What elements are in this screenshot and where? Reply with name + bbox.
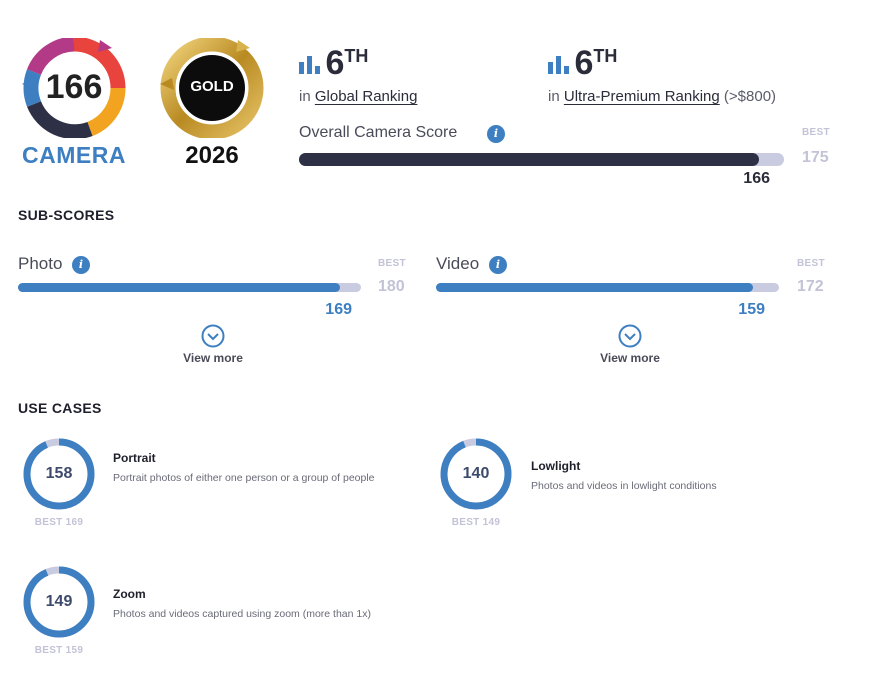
segment-ranking-link[interactable]: Ultra-Premium Ranking: [563, 88, 720, 105]
portrait-title: Portrait: [113, 451, 156, 465]
video-info-icon[interactable]: i: [489, 256, 507, 274]
overall-info-icon[interactable]: i: [487, 125, 505, 143]
video-best-value: 172: [797, 278, 824, 295]
photo-score-value: 169: [325, 301, 352, 318]
global-rank-prefix: in: [299, 88, 311, 105]
portrait-description: Portrait photos of either one person or …: [113, 472, 375, 484]
portrait-score-ring: 158: [22, 437, 96, 511]
camera-score-badge: 166 CAMERA: [18, 38, 130, 170]
segment-ranking: 6TH: [548, 44, 617, 83]
segment-rank-suffix: TH: [593, 46, 618, 66]
photo-score-bar: [18, 283, 361, 292]
portrait-score-value: 158: [45, 465, 73, 482]
global-ranking: 6TH: [299, 44, 368, 83]
camera-badge-ring-icon: [22, 38, 126, 138]
global-ranking-text: in Global Ranking: [299, 88, 417, 105]
photo-info-icon[interactable]: i: [72, 256, 90, 274]
camera-label: CAMERA: [22, 142, 126, 168]
zoom-score-value: 149: [45, 593, 73, 610]
lowlight-score-value: 140: [462, 465, 490, 482]
zoom-description: Photos and videos captured using zoom (m…: [113, 608, 371, 620]
use-cases-title: USE CASES: [18, 400, 102, 416]
global-rank-number: 6: [325, 44, 345, 82]
video-view-more-label: View more: [600, 351, 660, 365]
gold-label: GOLD: [190, 78, 234, 95]
segment-price-note: (>$800): [723, 88, 777, 105]
video-score-value: 159: [738, 301, 765, 318]
overall-score-value: 166: [743, 170, 770, 187]
segment-rank-number: 6: [574, 44, 594, 82]
global-ranking-link[interactable]: Global Ranking: [314, 88, 418, 105]
global-rank-suffix: TH: [344, 46, 369, 66]
video-score-bar: [436, 283, 779, 292]
video-view-more-button[interactable]: View more: [568, 324, 692, 365]
segment-ranking-text: in Ultra-Premium Ranking (>$800): [548, 88, 776, 105]
photo-view-more-label: View more: [183, 351, 243, 365]
lowlight-ring-icon: [440, 438, 512, 510]
overall-best-label: BEST: [802, 127, 830, 138]
overall-score-label: Overall Camera Score: [299, 124, 458, 141]
overall-best-value: 175: [802, 149, 829, 166]
video-best-label: BEST: [797, 258, 825, 269]
ranking-bars-icon: [299, 56, 320, 74]
zoom-title: Zoom: [113, 587, 146, 601]
photo-best-value: 180: [378, 278, 405, 295]
photo-view-more-button[interactable]: View more: [151, 324, 275, 365]
subscores-title: SUB-SCORES: [18, 207, 115, 223]
overall-score-fill: [299, 153, 760, 166]
gold-badge-ring-icon: [160, 38, 264, 138]
zoom-best: BEST 159: [34, 645, 84, 656]
photo-score-fill: [18, 283, 341, 292]
chevron-down-circle-icon: [201, 324, 225, 348]
lowlight-best: BEST 149: [451, 517, 501, 528]
chevron-down-circle-icon: [618, 324, 642, 348]
zoom-ring-icon: [23, 566, 95, 638]
lowlight-score-ring: 140: [439, 437, 513, 511]
camera-score-value: 166: [45, 68, 103, 106]
portrait-ring-icon: [23, 438, 95, 510]
photo-label: Photo: [18, 254, 63, 273]
video-label: Video: [436, 254, 480, 273]
zoom-score-ring: 149: [22, 565, 96, 639]
gold-award-badge: GOLD 2026: [156, 38, 268, 170]
lowlight-description: Photos and videos in lowlight conditions: [531, 480, 717, 492]
video-score-fill: [436, 283, 754, 292]
gold-year: 2026: [185, 142, 239, 169]
photo-best-label: BEST: [378, 258, 406, 269]
lowlight-title: Lowlight: [531, 459, 581, 473]
ranking-bars-icon: [548, 56, 569, 74]
segment-rank-prefix: in: [548, 88, 560, 105]
overall-score-bar: [299, 153, 784, 166]
portrait-best: BEST 169: [34, 517, 84, 528]
